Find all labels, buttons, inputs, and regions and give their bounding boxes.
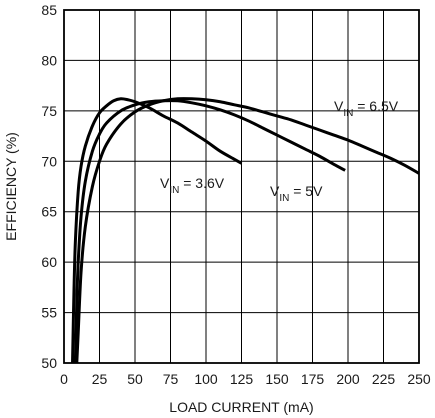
y-tick-label: 85 (41, 2, 57, 18)
y-axis-label: EFFICIENCY (%) (3, 132, 19, 241)
y-tick-label: 80 (41, 52, 57, 68)
x-tick-label: 125 (230, 371, 254, 387)
x-tick-label: 175 (301, 371, 325, 387)
annotation-vin-6-5v: VIN = 6.5V (334, 98, 399, 119)
series-annotations: VIN = 3.6V VIN = 5V VIN = 6.5V (160, 98, 399, 204)
series-line-vin-5v (73, 99, 346, 364)
x-tick-label: 50 (127, 371, 143, 387)
series-lines (71, 97, 420, 364)
x-tick-labels: 0 25 50 75 100 125 150 175 200 225 250 (60, 371, 431, 387)
x-tick-label: 250 (407, 371, 431, 387)
y-tick-label: 75 (41, 103, 57, 119)
x-tick-label: 225 (372, 371, 396, 387)
x-tick-label: 150 (265, 371, 289, 387)
x-tick-label: 100 (194, 371, 218, 387)
y-tick-label: 50 (41, 355, 57, 371)
y-tick-label: 60 (41, 254, 57, 270)
series-line-vin-3-6v (71, 97, 243, 364)
annotation-vin-3-6v: VIN = 3.6V (160, 175, 225, 196)
y-tick-labels: 50 55 60 65 70 75 80 85 (41, 2, 57, 371)
x-axis-label: LOAD CURRENT (mA) (169, 399, 313, 415)
series-line-vin-6-5v (75, 97, 420, 364)
grid (63, 9, 420, 364)
x-tick-label: 0 (60, 371, 68, 387)
annotation-vin-5v: VIN = 5V (270, 183, 323, 204)
plot-frame (63, 9, 420, 364)
x-tick-label: 25 (92, 371, 108, 387)
x-tick-label: 75 (163, 371, 179, 387)
y-tick-label: 65 (41, 204, 57, 220)
y-tick-label: 55 (41, 305, 57, 321)
x-tick-label: 200 (336, 371, 360, 387)
y-tick-label: 70 (41, 153, 57, 169)
